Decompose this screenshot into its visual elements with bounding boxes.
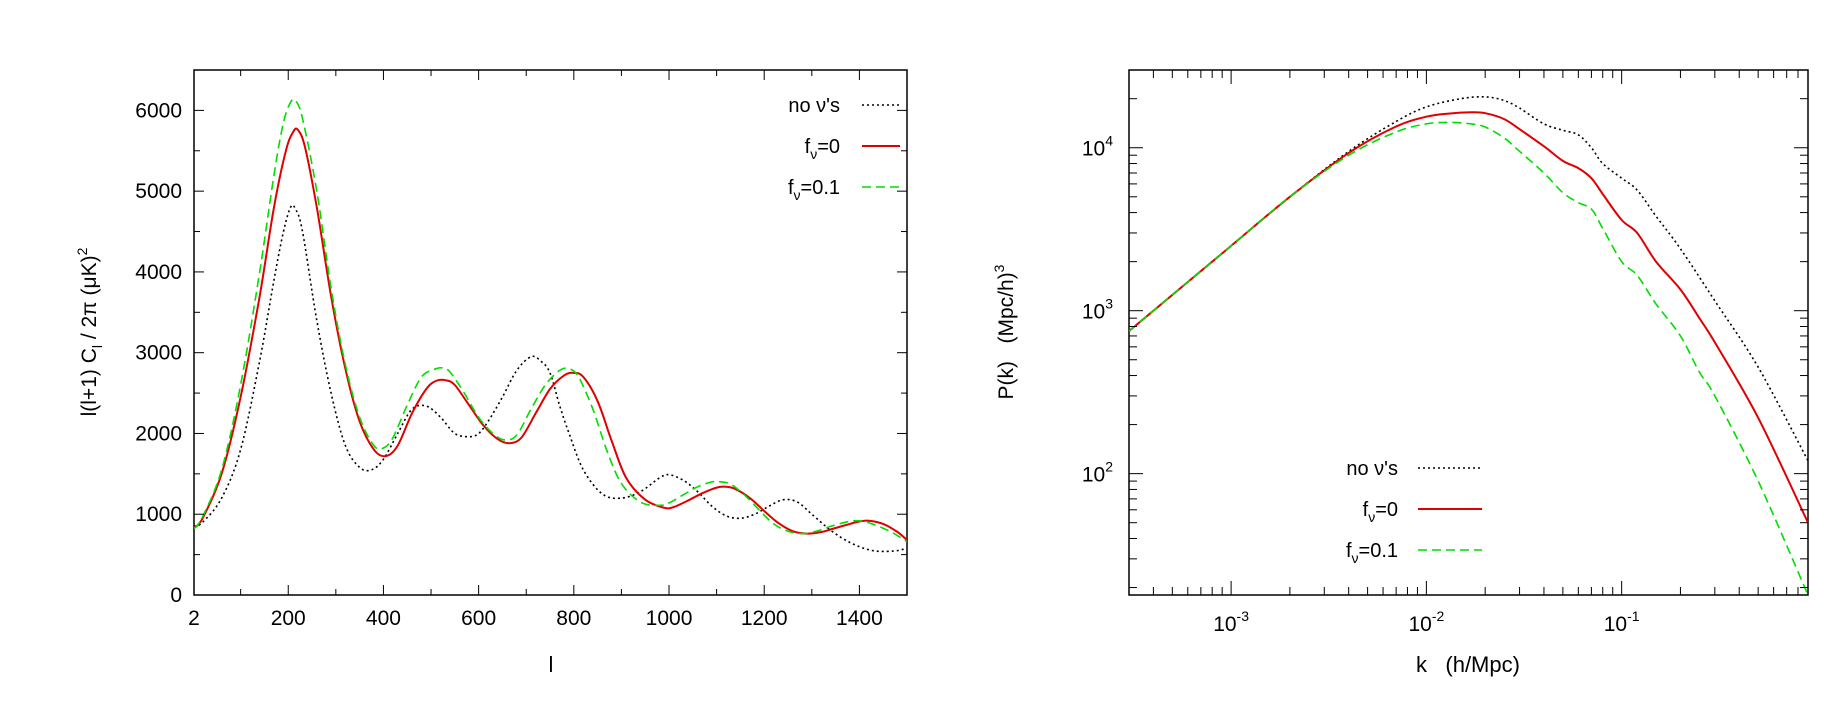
cl-x-axis-label: l	[549, 652, 554, 677]
cl-curves	[194, 98, 907, 553]
pk-y-tick-label: 103	[1082, 296, 1113, 324]
pk-x-tick-label: 10-2	[1408, 608, 1444, 636]
cl-x-tick-label: 800	[556, 607, 591, 630]
cl-ticks: 2 200 400 600 800 1000 1200 1400 0 1000 2000 3000 40…	[135, 70, 907, 630]
cl-x-tick-label: 1000	[646, 607, 693, 630]
pk-legend-label-1: fν=0	[1363, 499, 1398, 525]
cl-x-tick-label: 200	[271, 607, 306, 630]
pk-series-2-line	[1129, 121, 1808, 595]
pk-x-axis-label: k (h/Mpc)	[1416, 652, 1520, 677]
pk-x-tick-label: 10-3	[1213, 608, 1249, 636]
pk-spectrum-panel: 10-3 10-2 10-1 102 103 104 no ν's fν=0 fν=0.1 k…	[991, 69, 1809, 677]
cl-y-tick-label: 3000	[135, 342, 182, 365]
pk-legend-label-2: fν=0.1	[1346, 540, 1398, 566]
pk-y-axis-label: P(k) (Mpc/h)3	[991, 264, 1018, 399]
pk-y-tick-label: 102	[1082, 459, 1113, 487]
pk-y-tick-label: 104	[1082, 133, 1113, 161]
cl-legend-label-2: fν=0.1	[788, 177, 840, 203]
cl-x-tick-label: 1400	[836, 607, 883, 630]
pk-plot-frame	[1128, 69, 1809, 596]
cl-y-axis-label: l(l+1) Cl / 2π (μK)2	[74, 247, 105, 416]
cl-x-tick-label: 1200	[741, 607, 788, 630]
pk-legend-label-0: no ν's	[1346, 458, 1398, 480]
cl-plot-frame	[193, 69, 908, 596]
cl-y-tick-label: 0	[170, 584, 182, 607]
pk-series-0-line	[1129, 96, 1808, 462]
cl-spectrum-panel: 2 200 400 600 800 1000 1200 1400 0 1000 2000 3000 40…	[74, 69, 908, 677]
cl-y-tick-label: 1000	[135, 503, 182, 526]
pk-curves	[1129, 96, 1808, 595]
cl-y-tick-label: 4000	[135, 261, 182, 284]
cl-legend-label-1: fν=0	[805, 136, 840, 162]
cl-y-tick-label: 6000	[135, 99, 182, 122]
cl-y-tick-label: 5000	[135, 180, 182, 203]
cl-x-tick-label: 2	[188, 607, 200, 630]
cl-series-2-line	[194, 98, 907, 543]
cl-legend: no ν's fν=0 fν=0.1	[788, 95, 900, 203]
cl-x-tick-label: 400	[366, 607, 401, 630]
cl-legend-label-0: no ν's	[788, 95, 840, 117]
cl-x-tick-label: 600	[461, 607, 496, 630]
cl-series-1-line	[194, 127, 907, 541]
pk-legend: no ν's fν=0 fν=0.1	[1346, 458, 1482, 566]
pk-x-tick-label: 10-1	[1604, 608, 1640, 636]
cl-series-0-line	[194, 204, 907, 553]
pk-series-1-line	[1129, 111, 1808, 524]
pk-ticks: 10-3 10-2 10-1 102 103 104	[1082, 69, 1809, 636]
cl-y-tick-label: 2000	[135, 422, 182, 445]
